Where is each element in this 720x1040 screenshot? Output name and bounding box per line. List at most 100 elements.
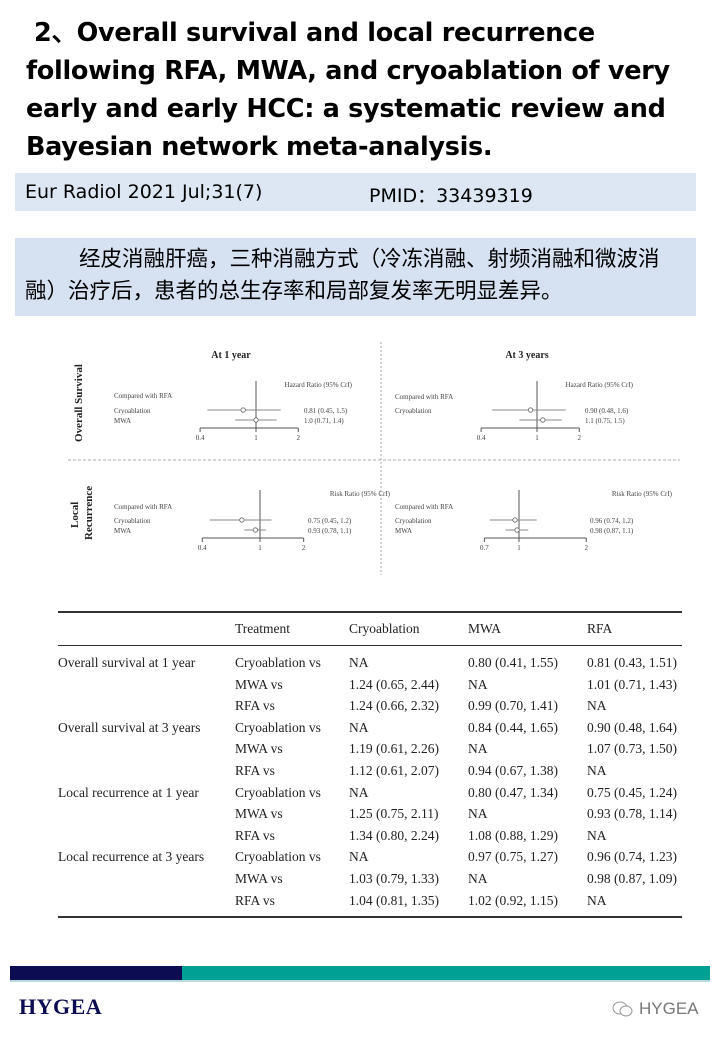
estimate-text: 1.0 (0.71, 1.4) — [304, 417, 344, 425]
item-number: 2、 — [34, 18, 77, 48]
x-tick-label: 0.4 — [477, 434, 486, 442]
column-header: RFA — [587, 621, 613, 636]
watermark: HYGEA — [612, 999, 699, 1019]
point-estimate — [540, 417, 546, 423]
item-label: Cryoablation — [114, 517, 151, 525]
estimate-text: 0.96 (0.74, 1.2) — [590, 517, 634, 525]
table-cell: NA — [587, 827, 607, 843]
table-cell: RFA vs — [235, 827, 275, 843]
table-cell: NA — [349, 849, 369, 865]
item-label: Cryoablation — [395, 407, 432, 415]
measure-label: Risk Ratio (95% CrI) — [330, 490, 391, 498]
table-cell: 1.03 (0.79, 1.33) — [349, 871, 439, 886]
table-cell: NA — [468, 741, 488, 757]
table-cell: MWA vs — [235, 871, 283, 886]
table-cell: MWA vs — [235, 741, 283, 757]
table-cell: 0.94 (0.67, 1.38) — [468, 763, 558, 778]
table-cell: NA — [349, 784, 369, 800]
table-cell: 0.80 (0.41, 1.55) — [468, 655, 558, 670]
table-cell: 0.90 (0.48, 1.64) — [587, 719, 677, 735]
table-cell: Cryoablation vs — [235, 849, 321, 865]
item-label: MWA — [114, 417, 131, 425]
point-estimate — [253, 417, 259, 423]
estimate-text: 0.81 (0.45, 1.5) — [304, 407, 348, 415]
row-group-label: Overall survival at 1 year — [58, 655, 196, 670]
x-tick-label: 2 — [297, 434, 301, 442]
item-label: Cryoablation — [395, 517, 432, 525]
x-tick-label: 2 — [584, 544, 588, 552]
table-cell: 0.96 (0.74, 1.23) — [587, 849, 677, 865]
table-bottom-rule — [58, 916, 682, 918]
estimate-text: 0.98 (0.87, 1.1) — [590, 527, 634, 535]
x-tick-label: 1 — [258, 544, 262, 552]
point-estimate — [252, 527, 259, 533]
table-cell: NA — [468, 871, 488, 886]
row-label: Recurrence — [83, 486, 95, 540]
point-estimate — [512, 517, 518, 523]
table-header-rule — [58, 645, 682, 646]
x-tick-label: 2 — [578, 434, 582, 442]
table-cell: NA — [349, 655, 369, 670]
item-label: MWA — [395, 527, 412, 535]
footer-divider — [10, 980, 710, 982]
measure-label: Hazard Ratio (95% CrI) — [566, 381, 634, 389]
estimate-text: 0.90 (0.48, 1.6) — [585, 407, 629, 415]
table-cell: Cryoablation vs — [235, 784, 321, 800]
reference-label: Compared with RFA — [395, 503, 453, 511]
table-cell: 0.84 (0.44, 1.65) — [468, 719, 558, 735]
item-label: Cryoablation — [114, 407, 151, 415]
table-cell: 1.07 (0.73, 1.50) — [587, 741, 677, 757]
point-estimate — [514, 527, 520, 533]
x-tick-label: 0.4 — [198, 544, 207, 552]
table-cell: 1.01 (0.71, 1.43) — [587, 676, 677, 692]
article-title: 2、Overall survival and local recurrence … — [26, 14, 716, 166]
pmid: PMID：33439319 — [369, 185, 533, 207]
table-cell: 1.34 (0.80, 2.24) — [349, 827, 439, 843]
reference-label: Compared with RFA — [114, 503, 172, 511]
table-cell: RFA vs — [235, 698, 275, 714]
x-tick-label: 2 — [302, 544, 306, 552]
table-cell: 0.80 (0.47, 1.34) — [468, 784, 558, 800]
table-cell: RFA vs — [235, 763, 275, 778]
table-cell: 1.24 (0.66, 2.32) — [349, 698, 439, 714]
row-group-label: Overall survival at 3 years — [58, 719, 201, 735]
point-estimate — [239, 517, 245, 523]
journal-citation: Eur Radiol 2021 Jul;31(7) — [25, 181, 263, 203]
table-cell: NA — [587, 892, 607, 908]
table-cell: NA — [587, 698, 607, 714]
table-cell: Cryoablation vs — [235, 719, 321, 735]
table-cell: MWA vs — [235, 806, 283, 822]
watermark-text: HYGEA — [639, 999, 699, 1018]
hygea-logo: HYGEA — [19, 994, 103, 1019]
row-label: Overall Survival — [73, 364, 85, 442]
column-header: MWA — [468, 621, 501, 636]
table-top-rule — [58, 611, 682, 613]
table-cell: NA — [468, 676, 488, 692]
x-tick-label: 0.4 — [196, 434, 205, 442]
table-cell: 0.81 (0.43, 1.51) — [587, 655, 677, 670]
row-group-label: Local recurrence at 3 years — [58, 849, 205, 865]
estimate-text: 1.1 (0.75, 1.5) — [585, 417, 625, 425]
table-cell: 0.98 (0.87, 1.09) — [587, 871, 677, 886]
table-cell: 0.97 (0.75, 1.27) — [468, 849, 558, 865]
measure-label: Hazard Ratio (95% CrI) — [285, 381, 353, 389]
table-cell: Cryoablation vs — [235, 655, 321, 670]
row-label: Local — [69, 502, 81, 528]
citation-bar: Eur Radiol 2021 Jul;31(7) PMID：33439319 — [15, 173, 696, 211]
reference-label: Compared with RFA — [114, 392, 172, 400]
point-estimate — [240, 407, 246, 413]
x-tick-label: 1 — [517, 544, 521, 552]
table-cell: 0.99 (0.70, 1.41) — [468, 698, 558, 714]
footer-bar-teal — [182, 966, 710, 980]
forest-plot-figure: Overall Survival Local Recurrence At 1 year… — [68, 342, 680, 575]
table-cell: NA — [468, 806, 488, 822]
summary-text: 经皮消融肝癌，三种消融方式（冷冻消融、射频消融和微波消融）治疗后，患者的总生存率… — [15, 238, 696, 316]
table-cell: 1.25 (0.75, 2.11) — [349, 806, 439, 822]
panel-title: At 1 year — [211, 350, 251, 361]
table-cell: MWA vs — [235, 676, 283, 692]
title-text: Overall survival and local recurrence fo… — [26, 18, 670, 162]
table-cell: 0.75 (0.45, 1.24) — [587, 784, 677, 800]
x-tick-label: 1 — [535, 434, 539, 442]
row-group-label: Local recurrence at 1 year — [58, 784, 199, 800]
table-cell: 1.02 (0.92, 1.15) — [468, 892, 558, 908]
